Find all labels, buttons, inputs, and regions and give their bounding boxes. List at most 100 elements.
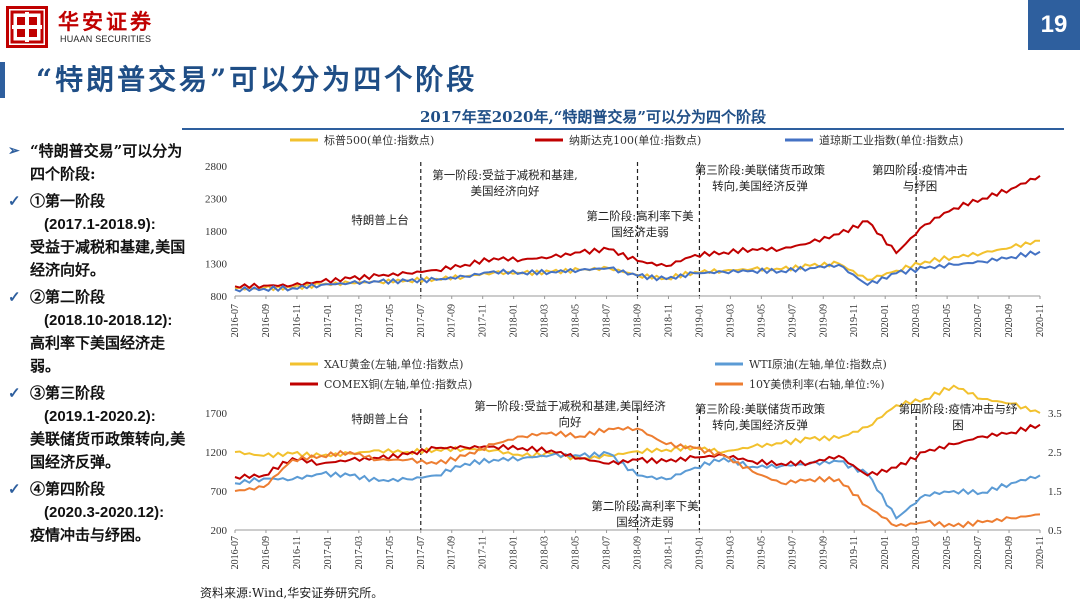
chart-annotation: 特朗普上台	[351, 412, 409, 426]
legend-label: XAU黄金(左轴,单位:指数点)	[324, 357, 463, 371]
stage-summary-panel: ➢ “特朗普交易”可以分为四个阶段: ✓ ①第一阶段 (2017.1-2018.…	[8, 140, 188, 551]
title-accent-bar	[0, 62, 5, 98]
x-tick-label: 2020-03	[911, 304, 922, 337]
x-tick-label: 2018-11	[663, 304, 674, 337]
stage-desc: 高利率下美国经济走弱。	[30, 334, 166, 375]
series-line	[234, 426, 1041, 529]
x-tick-label: 2018-01	[509, 536, 520, 569]
stage-desc: 疫情冲击与纾困。	[30, 526, 151, 544]
summary-intro-text: “特朗普交易”可以分为四个阶段:	[30, 142, 183, 183]
chart-annotation: 第四阶段:疫情冲击与纾困	[872, 163, 968, 193]
x-tick-label: 2019-01	[694, 304, 705, 337]
x-tick-label: 2017-03	[354, 536, 365, 569]
x-tick-label: 2018-07	[602, 536, 613, 569]
y-tick-label: 1700	[205, 408, 228, 420]
x-tick-label: 2016-07	[230, 536, 241, 569]
stage-name: ①第一阶段	[30, 192, 106, 210]
check-bullet-icon: ✓	[8, 288, 21, 306]
legend-label: WTI原油(左轴,单位:指数点)	[749, 357, 887, 371]
y-right-tick-label: 0.5	[1048, 525, 1062, 537]
x-tick-label: 2019-09	[818, 536, 829, 569]
x-tick-label: 2020-07	[973, 304, 984, 337]
chart-annotation: 第四阶段:疫情冲击与纾困	[899, 402, 1018, 432]
x-tick-label: 2019-09	[818, 304, 829, 337]
x-tick-label: 2019-07	[787, 536, 798, 569]
stage-item-2: ✓ ②第二阶段 (2018.10-2018.12): 高利率下美国经济走弱。	[8, 286, 188, 378]
series-line	[234, 250, 1041, 293]
x-tick-label: 2018-01	[509, 304, 520, 337]
x-tick-label: 2020-03	[911, 536, 922, 569]
y-tick-label: 700	[211, 486, 228, 498]
x-tick-label: 2017-11	[478, 536, 489, 569]
y-tick-label: 2800	[205, 161, 228, 173]
x-tick-label: 2017-07	[416, 536, 427, 569]
y-right-tick-label: 3.5	[1048, 408, 1062, 420]
x-tick-label: 2016-09	[261, 536, 272, 569]
x-tick-label: 2019-11	[849, 304, 860, 337]
brand-name-en: HUAAN SECURITIES	[60, 34, 152, 44]
x-tick-label: 2017-05	[385, 304, 396, 337]
x-tick-label: 2018-09	[633, 536, 644, 569]
y-tick-label: 1300	[205, 259, 228, 271]
stage-name: ④第四阶段	[30, 480, 106, 498]
chart-annotation: 第二阶段:高利率下美国经济走弱	[586, 209, 694, 239]
x-tick-label: 2020-09	[1004, 536, 1015, 569]
x-tick-label: 2018-09	[633, 304, 644, 337]
y-tick-label: 800	[211, 291, 228, 303]
series-line	[234, 175, 1041, 290]
series-line	[234, 423, 1041, 480]
x-tick-label: 2017-11	[478, 304, 489, 337]
x-tick-label: 2019-07	[787, 304, 798, 337]
page-number: 19	[1028, 0, 1080, 50]
x-tick-label: 2018-05	[571, 536, 582, 569]
x-tick-label: 2019-05	[756, 304, 767, 337]
x-tick-label: 2017-01	[323, 536, 334, 569]
x-tick-label: 2016-11	[292, 536, 303, 569]
y-tick-label: 2300	[205, 194, 228, 206]
y-right-tick-label: 1.5	[1048, 486, 1062, 498]
chart-annotation: 第二阶段:高利率下美国经济走弱	[591, 499, 699, 529]
check-bullet-icon: ✓	[8, 384, 21, 402]
x-tick-label: 2017-03	[354, 304, 365, 337]
stage-name: ③第三阶段	[30, 384, 106, 402]
x-tick-label: 2020-01	[880, 536, 891, 569]
x-tick-label: 2020-01	[880, 304, 891, 337]
series-line	[234, 450, 1041, 520]
stage-date: (2018.10-2018.12):	[44, 312, 173, 329]
series-line	[234, 384, 1041, 461]
x-tick-label: 2020-05	[942, 304, 953, 337]
x-tick-label: 2017-01	[323, 304, 334, 337]
x-tick-label: 2020-11	[1035, 536, 1046, 569]
company-logo	[6, 6, 48, 48]
legend-label: 标普500(单位:指数点)	[324, 133, 434, 147]
x-tick-label: 2017-05	[385, 536, 396, 569]
x-tick-label: 2016-07	[230, 304, 241, 337]
x-tick-label: 2019-03	[725, 536, 736, 569]
chart-annotation: 第一阶段:受益于减税和基建,美国经济向好	[474, 399, 666, 429]
page-title: “特朗普交易”可以分为四个阶段	[36, 63, 478, 96]
x-tick-label: 2020-09	[1004, 304, 1015, 337]
arrow-bullet-icon: ➢	[8, 143, 20, 159]
x-tick-label: 2019-11	[849, 536, 860, 569]
y-tick-label: 1200	[205, 447, 228, 459]
chart-title: 2017年至2020年,“特朗普交易”可以分为四个阶段	[420, 108, 766, 126]
chart-annotation: 特朗普上台	[351, 213, 409, 227]
x-tick-label: 2020-07	[973, 536, 984, 569]
legend-label: 10Y美债利率(右轴,单位:%)	[749, 377, 885, 391]
x-tick-label: 2018-03	[540, 304, 551, 337]
stage-item-4: ✓ ④第四阶段 (2020.3-2020.12): 疫情冲击与纾困。	[8, 478, 188, 547]
chart-annotation: 第一阶段:受益于减税和基建,美国经济向好	[432, 168, 578, 198]
x-tick-label: 2020-05	[942, 536, 953, 569]
x-tick-label: 2019-05	[756, 536, 767, 569]
x-tick-label: 2020-11	[1035, 304, 1046, 337]
source-note: 资料来源:Wind,华安证券研究所。	[200, 586, 384, 600]
stage-date: (2017.1-2018.9):	[44, 216, 156, 233]
y-tick-label: 200	[211, 525, 228, 537]
check-bullet-icon: ✓	[8, 480, 21, 498]
stage-item-1: ✓ ①第一阶段 (2017.1-2018.9): 受益于减税和基建,美国经济向好…	[8, 190, 188, 282]
x-tick-label: 2016-11	[292, 304, 303, 337]
stage-date: (2020.3-2020.12):	[44, 504, 165, 521]
legend-label: 道琼斯工业指数(单位:指数点)	[819, 133, 963, 147]
x-tick-label: 2017-07	[416, 304, 427, 337]
stage-desc: 美联储货币政策转向,美国经济反弹。	[30, 430, 186, 471]
